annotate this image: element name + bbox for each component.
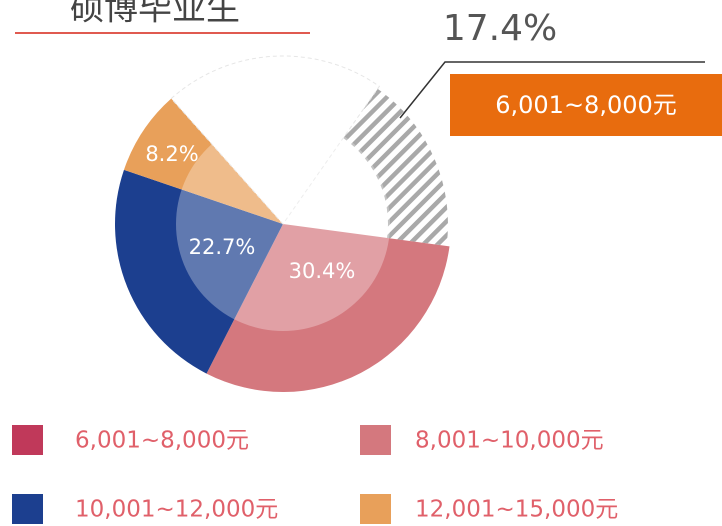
legend-label: 8,001~10,000元 — [415, 428, 604, 454]
callout-text: 6,001~8,000元 — [495, 91, 677, 119]
slice-label: 17.4% — [443, 8, 557, 49]
legend: 6,001~8,000元 8,001~10,000元 10,001~12,000元 1… — [12, 425, 618, 524]
slice — [343, 88, 448, 246]
labels: 17.4% 30.4% 22.7% 8.2% 6,001~8,000元 — [145, 8, 722, 283]
slice-label: 30.4% — [289, 259, 356, 283]
legend-label: 6,001~8,000元 — [75, 428, 249, 454]
legend-swatch — [12, 494, 43, 524]
legend-label: 10,001~12,000元 — [75, 497, 278, 523]
legend-swatch — [360, 494, 391, 524]
callout-box — [450, 74, 722, 136]
legend-label: 12,001~15,000元 — [415, 497, 618, 523]
slice — [170, 55, 381, 225]
inner-highlight — [176, 117, 390, 331]
chart-title: 硕博毕业生 — [70, 0, 240, 29]
legend-swatch — [12, 425, 43, 455]
slice-label: 22.7% — [189, 235, 256, 259]
slice — [123, 98, 283, 224]
slice-label: 8.2% — [145, 142, 198, 166]
callout-line — [399, 61, 705, 119]
slice — [114, 169, 283, 374]
slice — [206, 224, 450, 392]
legend-swatch — [360, 425, 391, 455]
pie — [114, 55, 450, 392]
